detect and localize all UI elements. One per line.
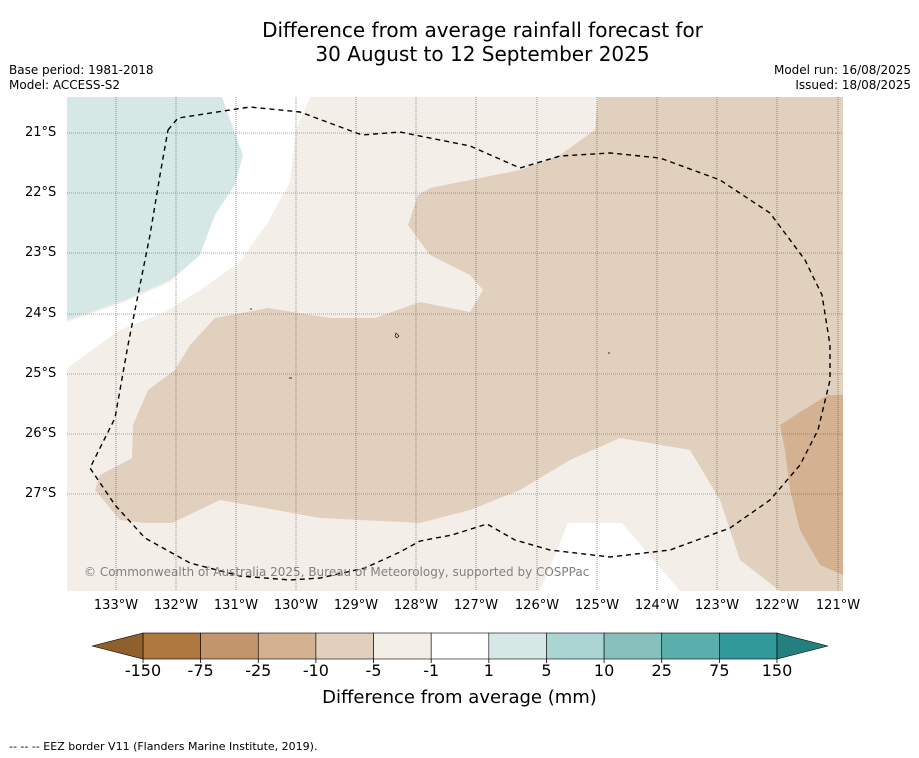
anomaly-fill-minus-25-minus-10 — [780, 395, 843, 575]
model-name-text: Model: ACCESS-S2 — [9, 78, 121, 92]
colorbar-tick-label: 5 — [541, 661, 552, 680]
colorbar-segment — [488, 632, 547, 660]
colorbar-title: Difference from average (mm) — [322, 687, 597, 708]
longitude-label: 125°W — [574, 598, 620, 613]
longitude-label: 124°W — [634, 598, 680, 613]
run-issue-info: Model run: 16/08/2025 Issued: 18/08/2025 — [774, 63, 911, 93]
longitude-label: 133°W — [93, 598, 139, 613]
colorbar-tick-label: 10 — [593, 661, 615, 680]
colorbar-tick-label: 1 — [483, 661, 494, 680]
longitude-label: 121°W — [815, 598, 861, 613]
colorbar — [91, 632, 829, 663]
map-title-line-1: Difference from average rainfall forecas… — [262, 18, 703, 42]
colorbar-tick-label: -1 — [423, 661, 440, 680]
anomaly-fill-white-band — [67, 97, 310, 368]
colorbar-segment — [257, 632, 317, 660]
colorbar-segment — [142, 632, 201, 660]
longitude-label: 128°W — [393, 598, 439, 613]
colorbar-segment — [719, 632, 778, 660]
longitude-label: 126°W — [514, 598, 560, 613]
eez-legend-footer: -- -- -- EEZ border V11 (Flanders Marine… — [9, 740, 318, 753]
latitude-label: 26°S — [25, 426, 57, 441]
colorbar-tick-label: -75 — [187, 661, 214, 680]
colorbar-segment — [373, 632, 432, 660]
longitude-label: 131°W — [213, 598, 259, 613]
model-run-text: Model run: 16/08/2025 — [773, 63, 911, 77]
colorbar-segment — [546, 632, 605, 660]
colorbar-extend-high — [776, 632, 829, 660]
longitude-label: 132°W — [153, 598, 199, 613]
base-model-info: Base period: 1981-2018 Model: ACCESS-S2 — [9, 63, 154, 93]
map-title: Difference from average rainfall forecas… — [0, 18, 919, 66]
latitude-label: 21°S — [25, 125, 57, 140]
longitude-label: 130°W — [273, 598, 319, 613]
latitude-label: 22°S — [25, 185, 57, 200]
colorbar-segment — [603, 632, 663, 660]
colorbar-extend-low — [91, 632, 144, 660]
issued-text: Issued: 18/08/2025 — [795, 78, 911, 92]
latitude-label: 25°S — [25, 366, 57, 381]
colorbar-segment — [430, 632, 490, 660]
colorbar-tick-label: 75 — [709, 661, 730, 680]
map-gridlines — [67, 97, 843, 591]
longitude-label: 122°W — [754, 598, 800, 613]
rainfall-contour-map — [67, 97, 843, 591]
anomaly-fill-minus-10-minus-5 — [95, 97, 843, 591]
longitude-label: 127°W — [453, 598, 499, 613]
copyright-notice: © Commonwealth of Australia 2025, Bureau… — [84, 565, 590, 579]
colorbar-segment — [200, 632, 259, 660]
longitude-label: 129°W — [333, 598, 379, 613]
latitude-label: 27°S — [25, 486, 57, 501]
colorbar-tick-label: -10 — [302, 661, 329, 680]
colorbar-tick-label: -150 — [124, 661, 162, 680]
colorbar-tick-label: 25 — [651, 661, 672, 680]
longitude-label: 123°W — [694, 598, 740, 613]
colorbar-tick-label: -5 — [365, 661, 382, 680]
colorbar-segment — [661, 632, 720, 660]
latitude-label: 24°S — [25, 306, 57, 321]
contour-speck — [394, 332, 400, 339]
base-period-text: Base period: 1981-2018 — [9, 63, 154, 77]
colorbar-tick-label: 150 — [761, 661, 793, 680]
latitude-label: 23°S — [25, 245, 57, 260]
map-title-line-2: 30 August to 12 September 2025 — [315, 42, 650, 66]
colorbar-segment — [315, 632, 374, 660]
colorbar-tick-label: -25 — [245, 661, 272, 680]
